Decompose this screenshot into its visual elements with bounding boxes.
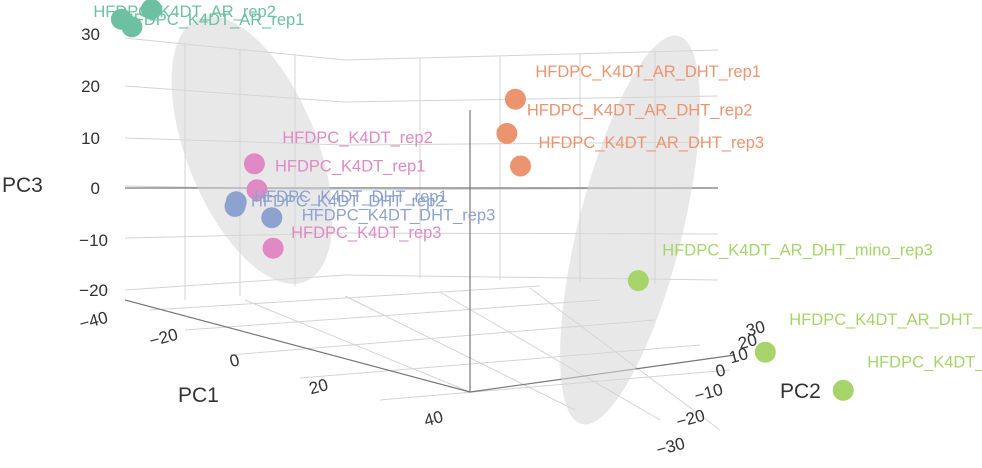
data-point[interactable] [510, 155, 531, 177]
pc3-ticks: 30 20 10 0 −10 −20 [79, 25, 108, 300]
pc3-axis-title: PC3 [2, 174, 43, 197]
pc3-tick: 30 [81, 25, 100, 44]
point-label: HFDPC_K4DT_DHT_rep2 [251, 192, 444, 210]
pc1-axis-title: PC1 [178, 384, 219, 407]
point-label: HFDPC_K4DT_rep2 [282, 129, 432, 147]
cluster-halo-right [560, 35, 700, 425]
pc2-ticks: 30 20 10 0 −10 −20 −30 [654, 317, 767, 460]
pc2-tick: −10 [692, 380, 725, 406]
data-point[interactable] [504, 88, 526, 110]
point-label: HFDPC_K4DT_AR_DHT_rep2 [527, 101, 753, 119]
pc3-tick: 0 [91, 179, 100, 198]
cluster-halo-left [171, 16, 333, 284]
data-point[interactable] [225, 191, 247, 213]
point-label: HFDPC_K4DT_rep1 [275, 158, 425, 176]
pc2-tick: −20 [674, 406, 707, 432]
point-label: HFDPC_K4DT_DHT_rep3 [302, 207, 495, 225]
pc1-tick: −40 [77, 308, 110, 334]
pc3-tick: −10 [79, 231, 108, 250]
pc2-tick: 20 [736, 330, 759, 353]
point-label: HFDPC_K4DT_AR_rep2 [93, 3, 275, 21]
pc3-tick: −20 [79, 281, 108, 300]
point-label: HFDPC_K4DT_AR_rep1 [122, 11, 304, 29]
point-label: HFDPC_K4DT_rep3 [291, 224, 441, 242]
data-point[interactable] [627, 270, 649, 292]
pc1-tick: −20 [147, 325, 180, 351]
pc2-tick: 10 [727, 344, 750, 367]
point-label: HFDPC_K4DT_AR_DHT_mino_rep3 [662, 242, 933, 260]
point-label: HFDPC_K4DT_AR_DHT_rep1 [535, 63, 761, 81]
data-point[interactable] [243, 153, 265, 175]
pc3-tick: 20 [81, 77, 100, 96]
pc1-tick: 20 [307, 375, 330, 398]
data-point[interactable] [496, 122, 518, 144]
pc2-tick: −30 [654, 434, 687, 460]
data-points [110, 0, 854, 401]
point-labels: HFDPC_K4DT_AR_rep3HFDPC_K4DT_AR_rep2HFDP… [93, 3, 982, 371]
data-point[interactable] [754, 341, 776, 363]
point-label: HFDPC_K4DT_AR_DHT_mino_rep1 [789, 311, 982, 329]
pc3-tick: 10 [81, 129, 100, 148]
data-point[interactable] [121, 16, 143, 38]
data-point[interactable] [246, 179, 268, 201]
pc1-tick: 0 [228, 350, 242, 371]
pc1-ticks: −40 −20 0 20 40 [77, 308, 445, 431]
point-label: HFDPC_K4DT_DHT_rep1 [254, 188, 447, 206]
data-point[interactable] [832, 379, 854, 401]
pc2-axis-title: PC2 [780, 380, 821, 403]
pc1-tick: 40 [422, 407, 445, 430]
point-label: HFDPC_K4DT_AR_DHT_rep3 [539, 134, 765, 152]
data-point[interactable] [262, 237, 284, 259]
data-point[interactable] [140, 0, 162, 20]
pc2-tick: 30 [744, 317, 767, 340]
data-point[interactable] [261, 207, 283, 229]
point-label: HFDPC_K4DT_AR_DHT_mino_rep2 [867, 353, 982, 371]
